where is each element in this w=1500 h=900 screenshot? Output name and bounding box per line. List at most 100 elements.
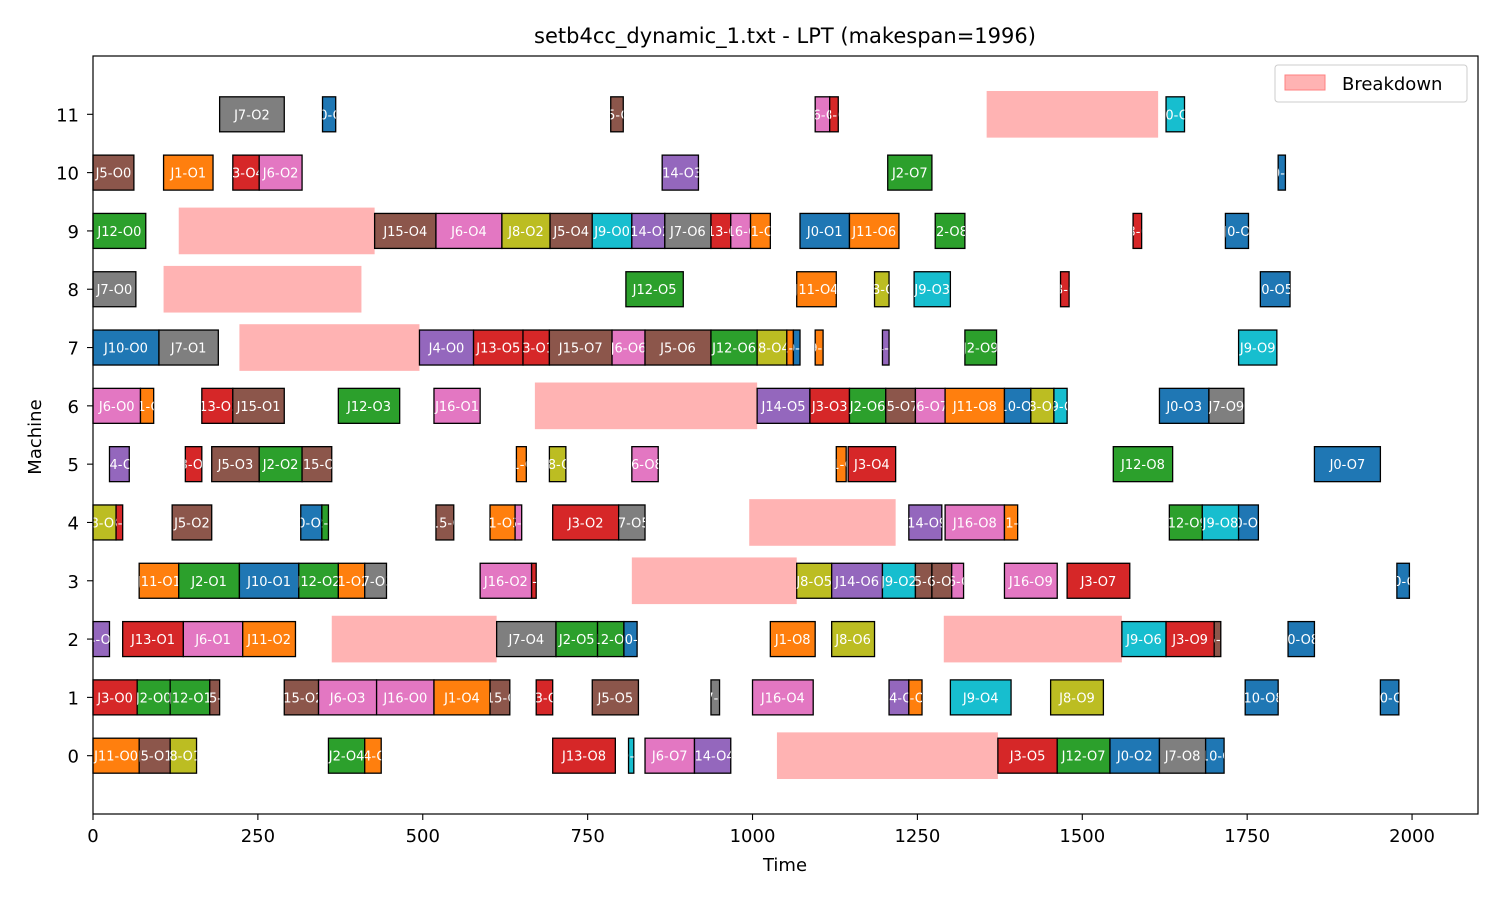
operation-label: J8-O1 — [165, 750, 202, 765]
operation-label: J15-O7 — [558, 342, 603, 357]
operation-bar — [1165, 620, 1215, 658]
plot-area: J7-O2 J0-O J5-O J6-OJ3-O J0-OJ5-O0 J1-O1 J3-O4… — [86, 90, 1411, 780]
operation-bar — [548, 329, 613, 366]
operation-bar — [158, 329, 219, 366]
operation-label: J16-O9 — [1008, 575, 1053, 590]
operation-bar — [809, 387, 851, 424]
operation-bar — [1165, 96, 1186, 133]
operation-bar — [661, 154, 700, 191]
operation-bar — [136, 679, 171, 716]
y-tick-label: 4 — [68, 513, 79, 534]
operation-bar — [749, 212, 771, 250]
operation-label: J9-O6 — [1125, 633, 1162, 648]
operation-label: J12-O2 — [296, 575, 341, 590]
operation-bar — [209, 679, 221, 716]
operation-bar — [885, 387, 917, 424]
operation-label: J7-O5 — [613, 516, 650, 531]
operation-bar — [617, 504, 646, 541]
operation-label: J0-O2 — [1116, 750, 1153, 765]
operation-bar — [283, 679, 320, 716]
operation-bar — [1237, 329, 1278, 366]
operation-label: J1-O2 — [333, 575, 370, 590]
operation-label: J7-O8 — [1164, 750, 1201, 765]
operation-label: J12-O0 — [96, 225, 141, 240]
operation-label: J0-O3 — [1165, 400, 1202, 415]
x-tick-label: 0 — [87, 826, 98, 847]
operation-bar — [433, 387, 481, 424]
legend-label-breakdown: Breakdown — [1342, 74, 1442, 95]
operation-bar — [814, 329, 824, 366]
operation-label: J4-O — [358, 750, 386, 765]
operation-label: J16-O2 — [483, 575, 528, 590]
operation-bar — [138, 562, 180, 599]
operation-label: J1-O8 — [897, 691, 934, 706]
operation-label: J5-O5 — [597, 691, 634, 706]
operation-label: J1-O8 — [774, 633, 811, 648]
operation-bar — [115, 504, 124, 541]
operation-bar — [1204, 737, 1225, 774]
operation-label: J9-O0 — [593, 225, 630, 240]
operation-label: J0-O — [1375, 691, 1403, 706]
operation-label: J7-O0 — [96, 283, 133, 298]
breakdown-bar — [239, 324, 420, 371]
breakdown-bar — [331, 615, 497, 663]
operation-bar — [1059, 271, 1070, 308]
operation-label: J6-O3 — [329, 691, 366, 706]
operation-label: J1-O — [775, 342, 803, 357]
operation-label: J8-O5 — [795, 575, 832, 590]
operation-bar — [92, 679, 138, 716]
operation-bar — [949, 679, 1012, 716]
operation-label: J14-O5 — [761, 400, 806, 415]
operation-bar — [625, 271, 684, 308]
operation-label: J15-O1 — [236, 400, 281, 415]
operation-label: J0-O7 — [1329, 458, 1366, 473]
operation-label: J8-O8 — [1024, 400, 1061, 415]
operation-bar — [964, 329, 998, 366]
x-tick-label: 1500 — [1059, 826, 1105, 847]
operation-label: J12-O4 — [588, 633, 633, 648]
operation-label: J11-O0 — [93, 750, 138, 765]
operation-label: J3-O5 — [1009, 750, 1046, 765]
operation-bar — [337, 562, 366, 599]
operation-bar — [847, 446, 897, 483]
operation-label: J9-O3 — [913, 283, 950, 298]
operation-bar — [908, 679, 923, 716]
operation-label: J12-O8 — [1120, 458, 1165, 473]
y-tick-label: 6 — [68, 397, 79, 418]
operation-label: J13-O5 — [475, 342, 520, 357]
operation-label: J8-O — [867, 283, 895, 298]
operation-label: J9-O8 — [1202, 516, 1239, 531]
operation-bar — [489, 679, 511, 716]
x-tick-label: 1000 — [730, 826, 776, 847]
operation-label: J8-O0 — [86, 516, 123, 531]
breakdown-bar — [631, 557, 797, 605]
operation-label: J9-O9 — [1239, 342, 1276, 357]
y-tick-label: 11 — [56, 105, 79, 126]
operation-label: J0-O5 — [1256, 283, 1293, 298]
operation-label: J2-O — [310, 516, 338, 531]
operation-bar — [751, 679, 814, 716]
operation-bar — [1287, 620, 1316, 658]
operation-bar — [596, 620, 625, 658]
operation-label: J9-O2 — [880, 575, 917, 590]
operation-bar — [122, 620, 185, 658]
operation-label: J5-O8 — [923, 575, 960, 590]
operation-bar — [301, 446, 333, 483]
legend: Breakdown — [1274, 64, 1468, 103]
operation-label: J7-O4 — [507, 633, 544, 648]
operation-bar — [591, 212, 633, 250]
operation-label: J3-O1 — [517, 342, 554, 357]
breakdown-bar — [943, 615, 1122, 663]
operation-label: J2-O4 — [328, 750, 365, 765]
operation-bar — [321, 96, 337, 133]
operation-label: J3-O3 — [811, 400, 848, 415]
operation-label: J13-O8 — [561, 750, 606, 765]
operation-bar — [1277, 154, 1287, 191]
operation-label: J6-O8 — [626, 458, 663, 473]
operation-bar — [1003, 562, 1058, 599]
operation-label: J0-O8 — [1282, 633, 1319, 648]
operation-label: J2-O0 — [135, 691, 172, 706]
operation-bar — [1224, 212, 1250, 250]
operation-bar — [1109, 737, 1161, 774]
operation-label: J11-O2 — [246, 633, 291, 648]
